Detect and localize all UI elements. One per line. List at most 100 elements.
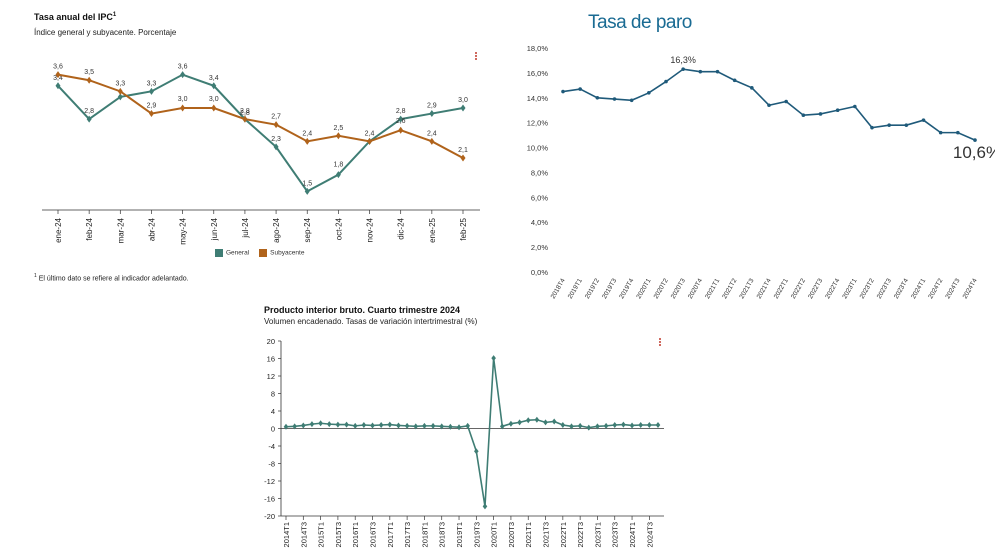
ipc-legend: General Subyacente — [215, 249, 304, 257]
series-line-subyacente — [57, 73, 464, 159]
x-tick-label: jul-24 — [241, 217, 250, 238]
x-tick-label: 2020T3 — [507, 522, 516, 547]
data-label: 2,6 — [396, 118, 406, 125]
data-point — [301, 422, 306, 429]
y-tick-label: 4 — [271, 407, 275, 416]
y-tick-label: 18,0% — [527, 44, 549, 53]
data-point — [361, 422, 367, 428]
data-point — [387, 421, 393, 428]
data-label: 1,5 — [302, 180, 312, 187]
data-label: 3,4 — [53, 75, 63, 82]
data-point — [335, 132, 341, 140]
data-point — [474, 448, 479, 455]
x-tick-label: dic-24 — [397, 217, 406, 239]
x-tick-label: 2023T1 — [593, 522, 602, 547]
y-tick-label: 8 — [271, 390, 275, 399]
data-point — [569, 423, 574, 430]
data-point — [465, 422, 470, 429]
data-point — [370, 422, 375, 429]
x-tick-label: 2024T1 — [628, 522, 637, 547]
data-label: 3,3 — [147, 80, 157, 87]
data-label: 2,5 — [334, 125, 344, 132]
x-tick-label: 2024T1 — [910, 277, 927, 300]
y-tick-label: -8 — [268, 460, 275, 469]
pib-line-chart: -20 -16 -12 -8 -4 0 4 8 12 16 20 2014T1 2014T3 2015T1… — [264, 337, 664, 547]
data-point — [621, 421, 626, 428]
data-point — [211, 82, 217, 90]
x-tick-label: oct-24 — [334, 217, 343, 240]
x-tick-label: 2024T4 — [962, 277, 979, 300]
data-point — [904, 123, 909, 127]
y-tick-label: 12,0% — [527, 119, 549, 128]
x-tick-label: ago-24 — [272, 217, 281, 242]
data-label: 2,4 — [365, 130, 375, 137]
data-point — [404, 422, 410, 429]
y-tick-label: 8,0% — [531, 168, 548, 177]
x-tick-label: mar-24 — [116, 217, 125, 243]
data-label: 2,8 — [240, 108, 250, 115]
paro-line-chart: 0,0% 2,0% 4,0% 6,0% 8,0% 10,0% 12,0% 14,0% 16,0%… — [527, 44, 995, 300]
data-point — [422, 422, 427, 429]
data-point — [180, 104, 186, 112]
data-point — [55, 71, 61, 79]
y-tick-label: 2,0% — [531, 243, 548, 252]
y-tick-label: -4 — [268, 442, 275, 451]
y-tick-label: 4,0% — [531, 218, 548, 227]
data-point — [318, 420, 323, 427]
y-tick-label: 10,0% — [527, 144, 549, 153]
data-point — [750, 86, 754, 90]
data-point — [413, 423, 419, 430]
footnote-mark: 1 — [34, 273, 37, 279]
x-tick-label: 2021T3 — [738, 277, 755, 300]
data-point — [664, 79, 668, 84]
data-point — [629, 422, 635, 429]
pib-chart-subtitle: Volumen encadenado. Tasas de variación i… — [264, 317, 478, 326]
data-point — [352, 422, 358, 429]
data-label: 2,7 — [271, 114, 281, 121]
data-point — [595, 95, 600, 100]
data-point — [973, 138, 977, 142]
data-point — [304, 137, 310, 145]
data-point — [938, 130, 943, 135]
data-point — [430, 422, 436, 429]
peak-label: 16,3% — [670, 55, 696, 65]
data-label: 2,9 — [147, 103, 157, 110]
x-tick-label: 2015T1 — [317, 522, 326, 547]
data-point — [543, 419, 548, 426]
x-tick-label: 2019T3 — [472, 522, 481, 547]
data-label: 2,4 — [427, 130, 437, 137]
data-point — [242, 115, 248, 123]
data-point — [429, 110, 435, 118]
paro-chart-title: Tasa de paro — [588, 12, 692, 33]
data-point — [698, 69, 703, 74]
legend-item-subyacente[interactable]: Subyacente — [259, 249, 304, 257]
data-point — [148, 87, 154, 95]
data-label: 3,0 — [178, 96, 188, 103]
data-point — [482, 503, 488, 510]
x-tick-label: abr-24 — [147, 217, 156, 241]
data-point — [460, 154, 466, 162]
last-value-label: 10,6% — [953, 143, 995, 162]
data-point — [398, 115, 404, 123]
data-point — [818, 112, 823, 116]
data-label: 2,8 — [396, 108, 406, 115]
x-tick-label: 2017T3 — [403, 522, 412, 547]
data-point — [378, 422, 384, 428]
x-tick-label: 2021T2 — [721, 277, 738, 300]
x-tick-label: 2022T3 — [807, 277, 824, 300]
x-tick-label: nov-24 — [366, 217, 375, 242]
kebab-menu-icon[interactable] — [659, 338, 662, 347]
kebab-menu-icon[interactable] — [475, 52, 478, 61]
y-tick-label: 12 — [267, 372, 275, 381]
x-tick-label: 2024T2 — [927, 277, 944, 300]
legend-label-subyacente: Subyacente — [270, 249, 305, 257]
legend-item-general[interactable]: General — [215, 249, 249, 257]
pib-chart-title: Producto interior bruto. Cuarto trimestr… — [264, 305, 461, 315]
x-tick-label: feb-24 — [85, 217, 94, 240]
y-tick-label: -12 — [264, 477, 275, 486]
x-tick-label: 2023T2 — [859, 277, 876, 300]
legend-swatch-general — [215, 249, 223, 257]
y-tick-label: 20 — [267, 337, 275, 346]
x-tick-label: feb-25 — [459, 217, 468, 240]
data-label: 2,3 — [271, 136, 281, 143]
